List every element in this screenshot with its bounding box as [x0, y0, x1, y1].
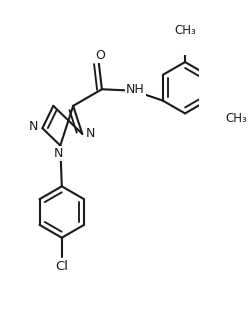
- Text: CH₃: CH₃: [174, 24, 196, 37]
- Text: N: N: [54, 148, 63, 160]
- Text: CH₃: CH₃: [225, 112, 247, 125]
- Text: H: H: [135, 82, 143, 92]
- Text: N: N: [29, 120, 39, 133]
- Text: NH: NH: [126, 83, 144, 96]
- Text: Cl: Cl: [55, 260, 68, 273]
- Text: O: O: [95, 50, 105, 62]
- Text: N: N: [86, 127, 95, 140]
